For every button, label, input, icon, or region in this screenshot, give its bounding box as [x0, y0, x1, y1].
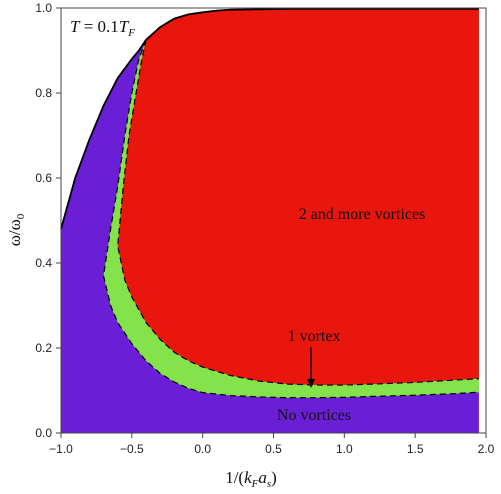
plot-regions: [61, 8, 479, 434]
y-title-sub: 0: [15, 213, 27, 219]
y-axis-title: ω/ω0: [5, 213, 27, 246]
y-tick-label: 0.4: [35, 256, 52, 270]
label-many-vortices: 2 and more vortices: [299, 206, 426, 223]
x-title-sub-s: s: [267, 478, 271, 490]
x-tick-label: −0.5: [120, 442, 144, 456]
many-vortices-region: [117, 8, 479, 386]
x-tick-label: −1.0: [49, 442, 73, 456]
x-axis-title: 1/(kFas): [225, 468, 277, 490]
temperature-annotation: T = 0.1TF: [70, 17, 135, 39]
boundary-lines: [60, 8, 479, 399]
x-tick-label: 0.5: [265, 442, 282, 456]
y-tick-label: 0.8: [35, 86, 52, 100]
label-one-vortex: 1 vortex: [288, 328, 341, 345]
inner-dashed-boundary: [117, 39, 479, 386]
y-tick-label: 0.2: [35, 341, 52, 355]
x-tick-label: 1.5: [407, 442, 424, 456]
outer-dashed-boundary: [102, 39, 479, 399]
y-tick-label: 0.0: [35, 426, 52, 440]
label-no-vortices: No vortices: [277, 407, 351, 424]
y-axis-ticks: 0.0 0.2 0.4 0.6 0.8 1.0: [35, 1, 61, 440]
annotation-subscript: F: [127, 27, 135, 39]
x-title-sub-f: F: [251, 478, 259, 490]
upper-boundary-line: [60, 8, 479, 230]
x-axis-ticks: −1.0 −0.5 0.0 0.5 1.0 1.5 2.0: [49, 433, 495, 456]
x-tick-label: 2.0: [478, 442, 495, 456]
one-vortex-arrow: [307, 347, 315, 388]
y-tick-label: 0.6: [35, 171, 52, 185]
y-tick-label: 1.0: [35, 1, 52, 15]
x-tick-label: 0.0: [194, 442, 211, 456]
x-tick-label: 1.0: [336, 442, 353, 456]
